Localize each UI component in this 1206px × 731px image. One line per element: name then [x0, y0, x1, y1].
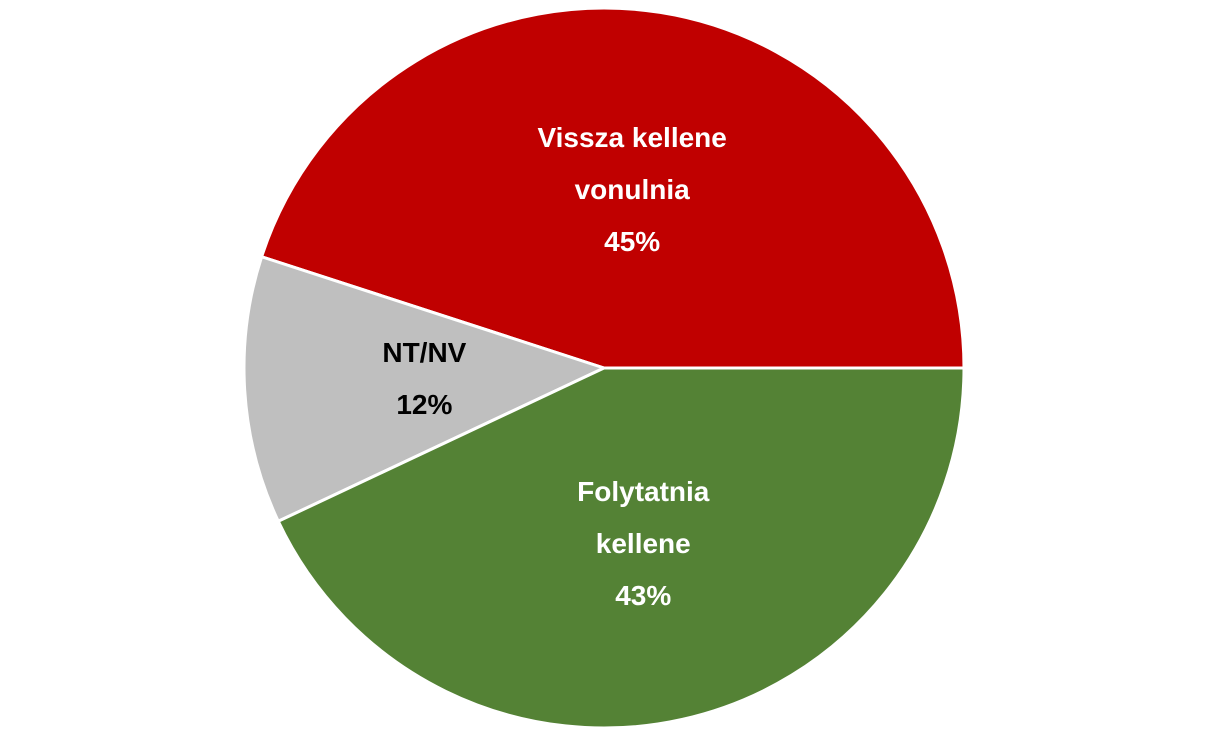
category-label: Vissza kellene vonulnia: [537, 122, 727, 206]
slice-label: Folytatnia kellene 43%: [536, 466, 751, 622]
pie-slice: [276, 366, 966, 730]
category-label: NT/NV: [382, 337, 467, 369]
value-label: 12%: [396, 389, 453, 421]
value-label: 43%: [615, 579, 672, 611]
slice-label: NT/NV 12%: [317, 327, 532, 431]
pie-slice: [259, 6, 966, 370]
value-label: 45%: [604, 226, 661, 258]
slice-label: Vissza kellene vonulnia 45%: [525, 112, 740, 268]
category-label: Folytatnia kellene: [577, 475, 710, 559]
pie-slice: [242, 254, 609, 524]
